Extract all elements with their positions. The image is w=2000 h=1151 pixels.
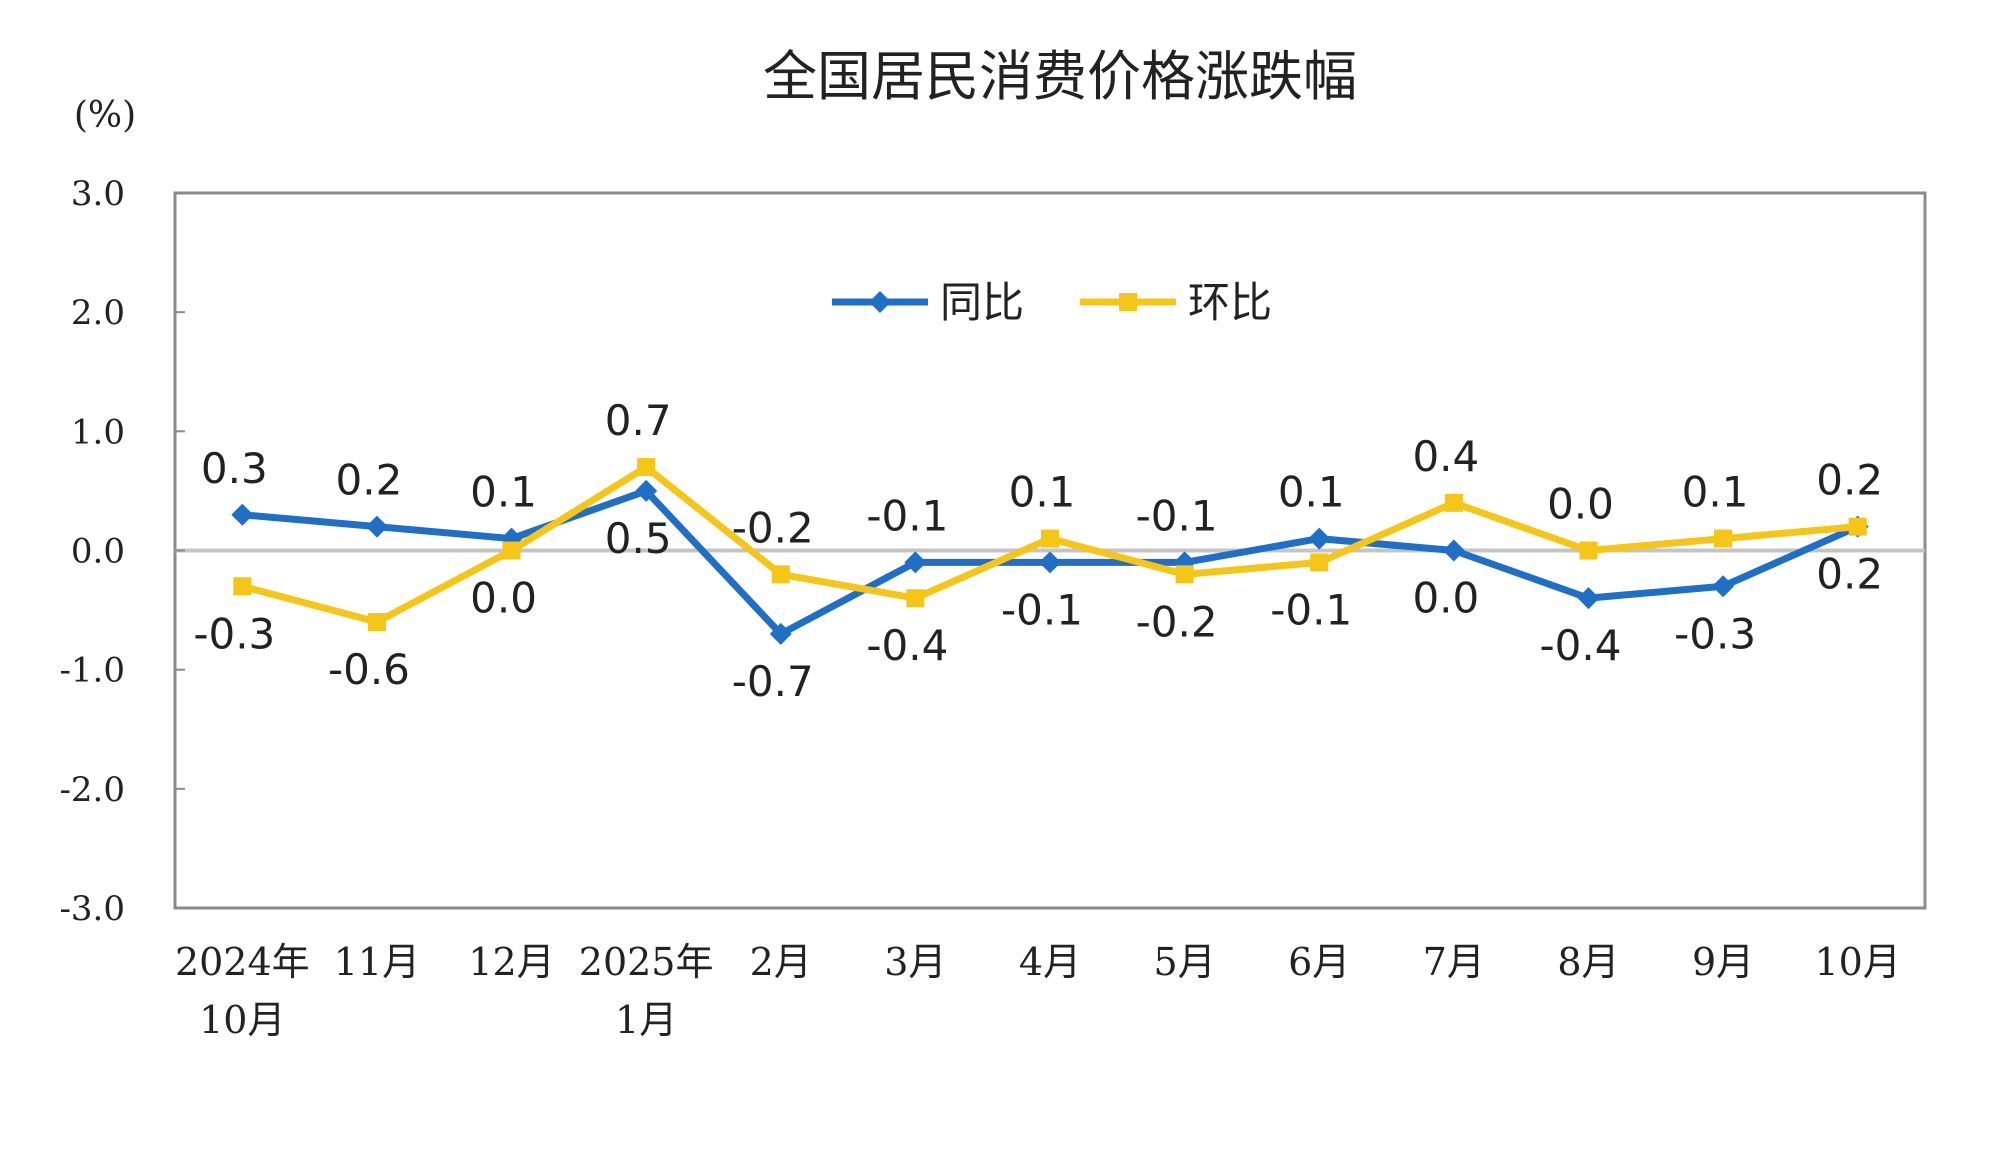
- y-tick-label: -1.0: [59, 651, 125, 691]
- x-tick-label: 5月: [1154, 940, 1216, 984]
- mom-data-label: 0.1: [1009, 468, 1076, 517]
- y-unit-label: (%): [74, 95, 136, 136]
- mom-point: [906, 589, 925, 608]
- legend-label: 环比: [1188, 278, 1272, 327]
- yoy-point: [769, 622, 792, 645]
- y-tick-label: 1.0: [71, 412, 125, 452]
- mom-point: [367, 613, 386, 631]
- mom-data-label: -0.3: [193, 609, 275, 658]
- x-tick-label: 3月: [884, 940, 946, 984]
- mom-point: [502, 541, 521, 560]
- mom-data-label: 0.4: [1412, 432, 1479, 481]
- yoy-point: [1039, 551, 1061, 574]
- yoy-data-label: 0.3: [201, 444, 268, 493]
- mom-point: [1848, 517, 1867, 536]
- mom-data-label: 0.7: [605, 396, 672, 445]
- mom-data-label: 0.0: [1547, 480, 1614, 529]
- mom-point: [1175, 565, 1194, 584]
- yoy-data-label: -0.1: [866, 491, 948, 540]
- yoy-point: [1442, 539, 1465, 562]
- y-tick-label: 2.0: [71, 293, 125, 333]
- mom-data-label: 0.0: [470, 574, 537, 623]
- yoy-data-label: 0.5: [605, 514, 672, 563]
- mom-data-label: -0.4: [866, 621, 948, 670]
- yoy-data-label: 0.1: [470, 468, 537, 517]
- y-tick-label: -2.0: [59, 770, 125, 810]
- yoy-point: [1712, 575, 1735, 598]
- yoy-data-label: -0.3: [1674, 609, 1756, 658]
- yoy-point: [365, 515, 388, 538]
- yoy-point: [635, 479, 658, 502]
- x-tick-label: 6月: [1288, 940, 1350, 984]
- x-tick-label: 11月: [334, 940, 420, 984]
- yoy-data-label: -0.1: [1001, 585, 1083, 634]
- y-tick-label: -3.0: [59, 889, 125, 929]
- legend-marker: [1119, 293, 1137, 311]
- yoy-data-label: -0.7: [732, 657, 814, 706]
- x-tick-label: 10月: [1815, 940, 1901, 984]
- x-tick-label: 7月: [1423, 940, 1485, 984]
- mom-data-label: -0.2: [1136, 597, 1218, 646]
- x-tick-label: 4月: [1019, 940, 1081, 984]
- mom-data-label: -0.2: [732, 503, 814, 552]
- legend-marker: [869, 291, 891, 313]
- mom-point: [1310, 553, 1329, 572]
- yoy-data-label: 0.2: [336, 456, 403, 505]
- x-tick-label: 12月: [468, 940, 554, 984]
- mom-point: [1579, 541, 1598, 560]
- yoy-data-label: 0.2: [1816, 456, 1883, 505]
- x-tick-label: 9月: [1692, 940, 1754, 984]
- legend-label: 同比: [940, 278, 1024, 327]
- x-tick-label: 2025年 1月: [579, 940, 714, 1042]
- yoy-data-label: 0.0: [1412, 574, 1479, 623]
- mom-point: [233, 577, 252, 596]
- x-tick-label: 2024年 10月: [175, 940, 310, 1042]
- yoy-point: [1308, 527, 1331, 550]
- mom-point: [771, 565, 790, 584]
- y-tick-label: 3.0: [71, 174, 125, 214]
- y-tick-label: 0.0: [71, 532, 125, 572]
- x-tick-label: 2月: [750, 940, 812, 984]
- x-tick-label: 8月: [1557, 940, 1619, 984]
- yoy-point: [1577, 587, 1600, 610]
- mom-point: [1444, 493, 1463, 512]
- mom-point: [1041, 529, 1059, 548]
- mom-data-label: 0.1: [1682, 468, 1749, 517]
- yoy-data-label: -0.1: [1136, 491, 1218, 540]
- yoy-point: [904, 551, 927, 574]
- mom-point: [1714, 529, 1733, 548]
- yoy-data-label: -0.4: [1539, 621, 1621, 670]
- mom-point: [637, 458, 656, 477]
- mom-data-label: -0.1: [1270, 585, 1352, 634]
- mom-data-label: 0.2: [1816, 550, 1883, 599]
- mom-data-label: -0.6: [328, 645, 410, 694]
- yoy-data-label: 0.1: [1278, 468, 1345, 517]
- chart-title: 全国居民消费价格涨跌幅: [763, 45, 1357, 108]
- yoy-point: [231, 503, 254, 526]
